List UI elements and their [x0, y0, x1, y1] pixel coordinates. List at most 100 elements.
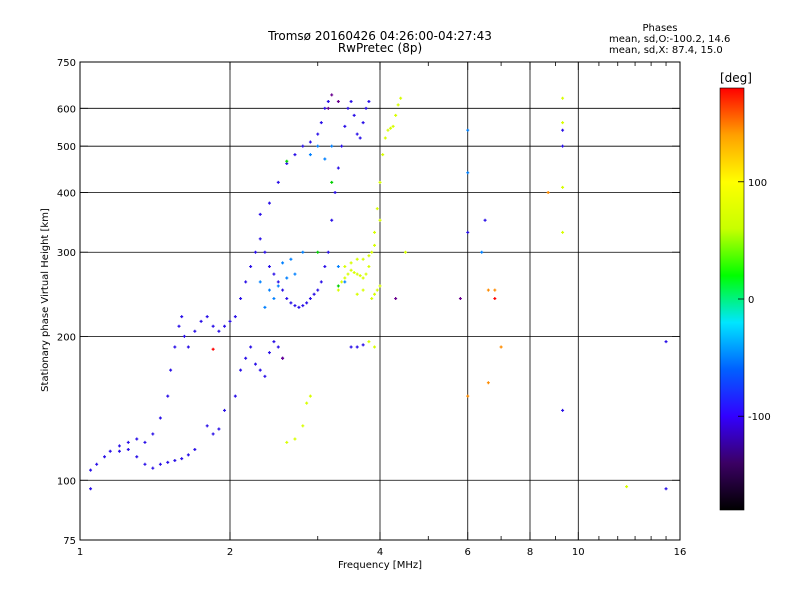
data-point [272, 297, 276, 301]
data-point [253, 250, 257, 254]
data-point [336, 288, 340, 292]
data-point [103, 455, 107, 459]
data-point [319, 121, 323, 125]
data-point [367, 254, 371, 258]
data-point [180, 315, 184, 319]
data-point [293, 272, 297, 276]
colorbar-tick-label: 100 [748, 178, 767, 189]
y-tick-label: 100 [57, 476, 76, 487]
data-point [193, 329, 197, 333]
colorbar-tick-label: 0 [748, 295, 754, 306]
data-point [486, 288, 490, 292]
data-point [326, 100, 330, 104]
data-point [316, 132, 320, 136]
data-point [343, 265, 347, 269]
data-point [267, 265, 271, 269]
data-point [466, 394, 470, 398]
data-point [323, 106, 327, 110]
data-point [499, 345, 503, 349]
data-point [664, 487, 668, 491]
data-point [364, 272, 368, 276]
data-point [352, 113, 356, 117]
data-point [493, 297, 497, 301]
data-point [249, 345, 253, 349]
data-point [258, 280, 262, 284]
data-point [143, 462, 147, 466]
data-point [340, 280, 344, 284]
data-point [272, 272, 276, 276]
y-tick-label: 300 [57, 248, 76, 259]
data-point [367, 100, 371, 104]
data-point [177, 324, 181, 328]
data-point [308, 297, 312, 301]
data-point [349, 345, 353, 349]
data-point [375, 207, 379, 211]
data-point [89, 487, 93, 491]
colorbar-label: [deg] [720, 71, 752, 85]
data-point [664, 340, 668, 344]
data-point [244, 280, 248, 284]
data-point [330, 218, 334, 222]
y-tick-label: 400 [57, 188, 76, 199]
data-point [169, 368, 173, 372]
data-point [373, 345, 377, 349]
data-point [389, 126, 393, 130]
data-point [355, 272, 359, 276]
y-tick-label: 600 [57, 104, 76, 115]
data-point [373, 230, 377, 234]
data-point [276, 280, 280, 284]
data-point [151, 466, 155, 470]
data-point [340, 144, 344, 148]
data-point [186, 453, 190, 457]
data-point [326, 106, 330, 110]
data-point [358, 136, 362, 140]
data-point [458, 297, 462, 301]
data-point [625, 485, 629, 489]
data-point [561, 230, 565, 234]
data-point [228, 319, 232, 323]
data-point [249, 265, 253, 269]
data-point [281, 356, 285, 360]
y-tick-label: 200 [57, 332, 76, 343]
y-tick-label: 75 [63, 536, 76, 547]
y-tick-label: 500 [57, 142, 76, 153]
data-point [373, 243, 377, 247]
data-point [301, 304, 305, 308]
phases-o-stats: mean, sd,O:-100.2, 14.6 [609, 34, 730, 45]
data-point [276, 284, 280, 288]
data-point [158, 416, 162, 420]
data-point [263, 374, 267, 378]
x-tick-label: 8 [527, 547, 533, 558]
data-point [343, 276, 347, 280]
data-point [267, 351, 271, 355]
data-point [205, 424, 209, 428]
data-point [546, 190, 550, 194]
data-point [267, 288, 271, 292]
x-tick-label: 2 [227, 547, 233, 558]
data-points [89, 93, 668, 491]
data-point [330, 180, 334, 184]
data-point [336, 265, 340, 269]
data-point [403, 250, 407, 254]
data-point [361, 121, 365, 125]
data-point [561, 185, 565, 189]
data-point [281, 288, 285, 292]
y-axis-ticks: 75 100 200 300 400 500 600 750 [57, 58, 680, 547]
chart-subtitle: RwPretec (8p) [338, 41, 422, 55]
data-point [244, 356, 248, 360]
data-point [276, 180, 280, 184]
data-point [349, 268, 353, 272]
data-point [349, 261, 353, 265]
data-point [293, 304, 297, 308]
data-point [361, 257, 365, 261]
data-point [285, 297, 289, 301]
x-tick-label: 10 [572, 547, 585, 558]
data-point [323, 157, 327, 161]
data-point [319, 280, 323, 284]
data-point [370, 297, 374, 301]
data-point [355, 345, 359, 349]
data-point [367, 265, 371, 269]
x-tick-label: 4 [377, 547, 383, 558]
data-point [355, 132, 359, 136]
data-point [276, 345, 280, 349]
